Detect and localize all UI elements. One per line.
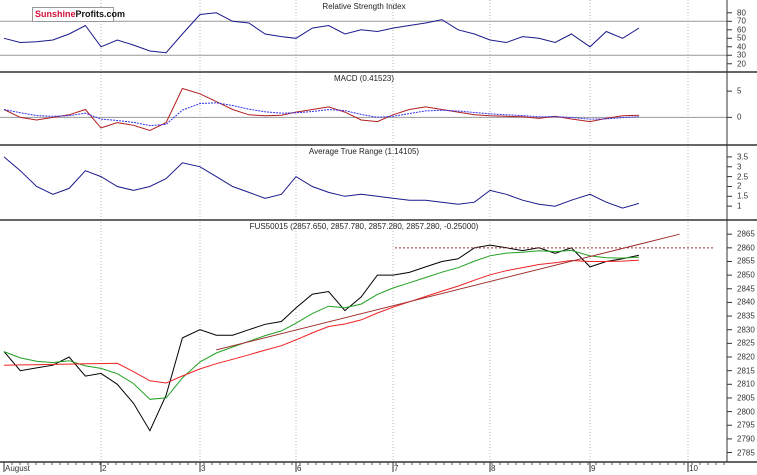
y-tick-label: 50	[737, 33, 746, 43]
y-tick-label: 2830	[737, 325, 755, 335]
series-line-0	[3, 12, 640, 54]
series-line-0	[3, 87, 639, 132]
y-tick-label: 80	[737, 8, 746, 18]
series-line-0	[3, 156, 640, 209]
y-tick-label: 2865	[737, 229, 755, 239]
y-tick-label: 3	[737, 162, 742, 172]
y-tick-label: 2820	[737, 352, 755, 362]
x-tick-label: 6	[297, 464, 302, 473]
y-tick-label: 2795	[737, 420, 755, 430]
y-tick-label: 2845	[737, 284, 755, 294]
atr-title: Average True Range (1.14105)	[308, 147, 420, 156]
y-tick-label: 1.5	[737, 191, 749, 201]
sunshine-profits-logo: SunshineProfits.com	[32, 7, 125, 22]
y-tick-label: 2	[737, 181, 742, 191]
x-tick-label: August	[5, 464, 30, 473]
x-tick-label: 3	[201, 464, 206, 473]
y-tick-label: 2790	[737, 434, 755, 444]
series-line-1	[3, 102, 639, 127]
y-tick-label: 2850	[737, 270, 755, 280]
series-line-2	[3, 259, 639, 384]
rsi-title: Relative Strength Index	[322, 2, 406, 11]
x-tick-label: 2	[102, 464, 107, 473]
series-line-1	[3, 249, 639, 400]
y-tick-label: 2840	[737, 297, 755, 307]
y-tick-label: 2805	[737, 393, 755, 403]
trend-line	[216, 233, 680, 351]
x-tick-label: 8	[491, 464, 496, 473]
y-tick-label: 2815	[737, 366, 755, 376]
y-tick-label: 2810	[737, 379, 755, 389]
y-tick-label: 5	[737, 86, 742, 96]
y-tick-label: 0	[737, 112, 742, 122]
price-title: FUS50015 (2857.650, 2857.780, 2857.280, …	[249, 222, 479, 231]
y-tick-label: 20	[737, 59, 746, 69]
y-tick-label: 70	[737, 16, 746, 26]
x-tick-label: 9	[591, 464, 596, 473]
y-tick-label: 3.5	[737, 152, 749, 162]
logo-part1: Sunshine	[35, 9, 76, 19]
y-tick-label: 1	[737, 201, 742, 211]
y-tick-label: 2835	[737, 311, 755, 321]
logo-part2: Profits.com	[75, 9, 126, 19]
y-tick-label: 60	[737, 25, 746, 35]
macd-title: MACD (0.41523)	[333, 74, 395, 83]
y-tick-label: 2825	[737, 338, 755, 348]
x-tick-label: 7	[394, 464, 399, 473]
y-tick-label: 2785	[737, 448, 755, 458]
y-tick-label: 2860	[737, 243, 755, 253]
x-tick-label: 10	[689, 464, 698, 473]
y-tick-label: 2855	[737, 256, 755, 266]
y-tick-label: 2.5	[737, 172, 749, 182]
y-tick-label: 2800	[737, 407, 755, 417]
y-tick-label: 30	[737, 50, 746, 60]
y-tick-label: 40	[737, 42, 746, 52]
series-line-0	[3, 244, 640, 432]
